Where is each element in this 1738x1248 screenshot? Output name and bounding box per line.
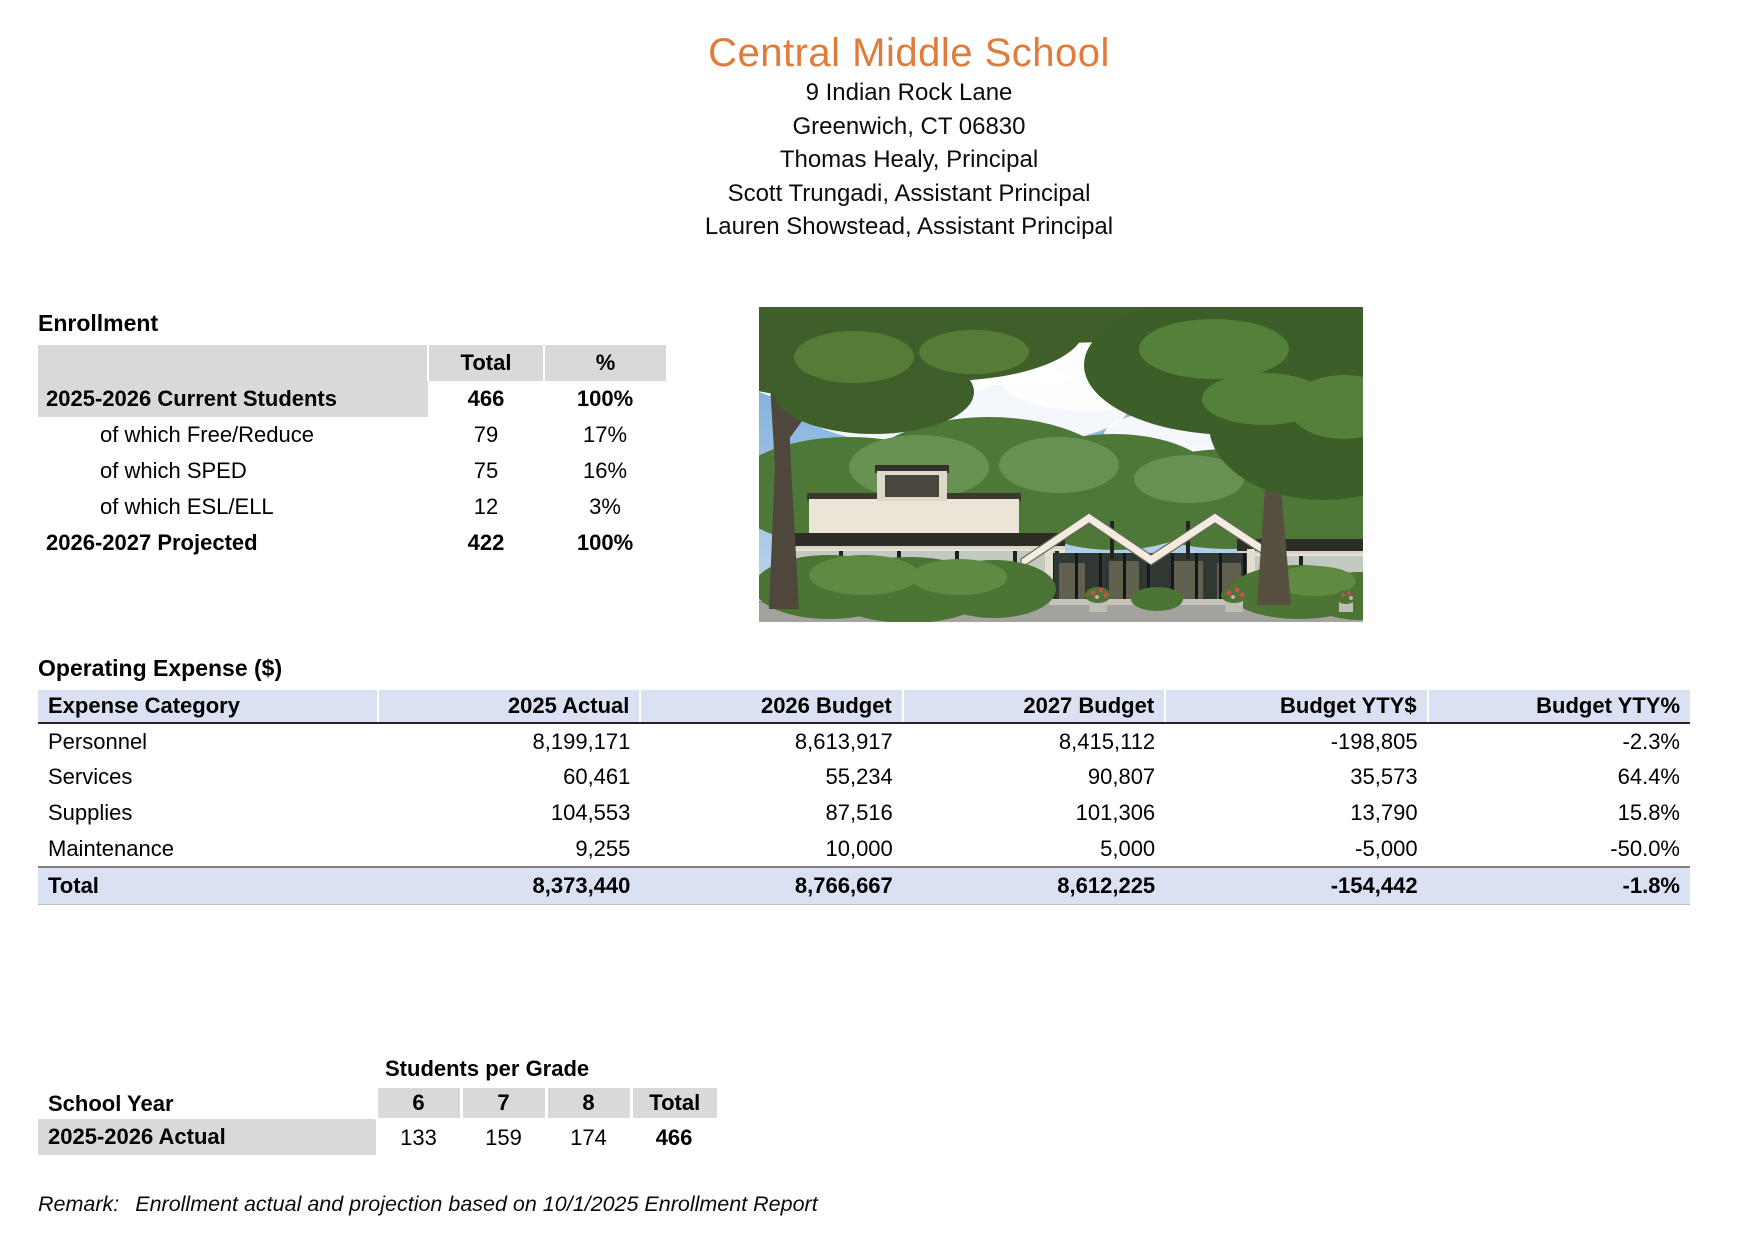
expense-total-label: Total [38,866,378,905]
expense-total-row: Total 8,373,440 8,766,667 8,612,225 -154… [38,866,1690,905]
expense-header-category: Expense Category [38,690,378,724]
enrollment-section-heading: Enrollment [38,310,159,336]
expense-category: Supplies [48,800,133,825]
students-header-grade-6: 6 [374,1088,461,1120]
enrollment-row-label: of which SPED [100,458,247,483]
expense-total-2025-actual: 8,373,440 [378,866,641,905]
enrollment-row-pct: 17% [582,422,628,447]
students-total-count: 466 [655,1124,693,1150]
expense-yty-dollar: 13,790 [1350,800,1418,825]
enrollment-table: Total % 2025-2026 Current Students 466 1… [38,345,666,561]
students-row-year: 2025-2026 Actual [38,1119,376,1155]
students-grade-6-count: 133 [400,1124,437,1150]
students-grade-8-count: 174 [570,1124,607,1150]
table-row: of which ESL/ELL 12 3% [38,489,666,525]
enrollment-row-pct: 100% [576,530,634,555]
page-title: Central Middle School [708,31,1110,75]
expense-header-yty-dollar: Budget YTY$ [1164,690,1428,724]
table-row: Maintenance 9,255 10,000 5,000 -5,000 -5… [38,831,1690,867]
address-line-street: 9 Indian Rock Lane [805,79,1013,106]
table-row: 2025-2026 Current Students 466 100% [38,381,666,417]
school-photo [759,307,1363,622]
enrollment-header-empty-cell [38,345,428,381]
expense-2027-budget: 101,306 [1075,800,1156,825]
operating-expense-table: Expense Category 2025 Actual 2026 Budget… [38,690,1690,905]
enrollment-row-label: of which ESL/ELL [100,494,274,519]
students-header-year: School Year [48,1090,174,1116]
staff-line-principal: Thomas Healy, Principal [779,146,1039,173]
staff-line-assistant-2: Lauren Showstead, Assistant Principal [704,213,1114,240]
expense-total-2027-budget: 8,612,225 [902,866,1166,905]
enrollment-row-total: 79 [473,422,499,447]
students-header-total: Total [629,1088,717,1120]
enrollment-row-total: 466 [467,386,505,411]
table-row: 2025-2026 Actual 133 159 174 466 [38,1119,717,1155]
enrollment-row-pct: 100% [576,386,634,411]
expense-category: Maintenance [48,835,174,861]
expense-category: Personnel [48,728,148,754]
expense-2026-budget: 87,516 [825,800,893,825]
expense-2027-budget: 8,415,112 [1058,728,1156,754]
enrollment-row-total: 12 [473,494,499,519]
table-row: Supplies 104,553 87,516 101,306 13,790 1… [38,795,1690,831]
students-header-row: School Year 6 7 8 Total [38,1088,717,1120]
expense-yty-dollar: -5,000 [1355,835,1418,861]
expense-total-yty-dollar: -154,442 [1165,866,1428,905]
expense-2026-budget: 10,000 [825,835,893,861]
staff-line-assistant-1: Scott Trungadi, Assistant Principal [727,179,1091,207]
header-block: Central Middle School 9 Indian Rock Lane… [80,30,1738,244]
address-line-city: Greenwich, CT 06830 [792,112,1026,140]
remark-note: Remark: Enrollment actual and projection … [38,1192,818,1217]
school-photo-illustration [759,307,1363,622]
enrollment-row-label: 2025-2026 Current Students [38,381,428,417]
enrollment-header-row: Total % [38,345,666,381]
expense-2027-budget: 90,807 [1087,764,1156,789]
expense-yty-pct: 64.4% [1617,764,1680,789]
students-per-grade-table: School Year 6 7 8 Total 2025-2026 Actual… [38,1088,717,1155]
students-grade-7-count: 159 [485,1124,522,1150]
table-row: Personnel 8,199,171 8,613,917 8,415,112 … [38,723,1690,759]
expense-header-yty-pct: Budget YTY% [1426,690,1690,724]
expense-header-row: Expense Category 2025 Actual 2026 Budget… [38,690,1690,724]
enrollment-row-label: of which Free/Reduce [100,422,314,447]
operating-expense-section-heading: Operating Expense ($) [38,655,283,681]
table-row: Services 60,461 55,234 90,807 35,573 64.… [38,759,1690,795]
expense-yty-pct: -50.0% [1610,835,1680,861]
remark-label: Remark: [38,1192,120,1216]
students-per-grade-title: Students per Grade [385,1056,590,1081]
expense-2025-actual: 8,199,171 [532,728,631,754]
enrollment-row-pct: 16% [582,458,628,483]
enrollment-header-pct: % [543,345,666,381]
expense-category: Services [48,764,133,789]
enrollment-row-total: 75 [473,458,499,483]
expense-2025-actual: 9,255 [575,835,631,861]
table-row: of which Free/Reduce 79 17% [38,417,666,453]
table-row: 2026-2027 Projected 422 100% [38,525,666,561]
expense-2027-budget: 5,000 [1100,835,1156,861]
enrollment-header-total: Total [427,345,544,381]
enrollment-row-pct: 3% [589,494,621,519]
students-header-grade-7: 7 [459,1088,546,1120]
expense-yty-dollar: -198,805 [1330,728,1418,754]
enrollment-row-label: 2026-2027 Projected [46,530,258,555]
expense-yty-dollar: 35,573 [1350,764,1418,789]
expense-2025-actual: 104,553 [550,800,631,825]
expense-2026-budget: 55,234 [825,764,893,789]
expense-header-2025-actual: 2025 Actual [376,690,641,724]
enrollment-row-total: 422 [467,530,505,555]
expense-header-2027-budget: 2027 Budget [901,690,1166,724]
expense-total-2026-budget: 8,766,667 [640,866,903,905]
expense-yty-pct: -2.3% [1622,728,1680,754]
remark-text: Enrollment actual and projection based o… [135,1192,818,1216]
expense-total-yty-pct: -1.8% [1427,866,1690,905]
expense-2026-budget: 8,613,917 [794,728,893,754]
expense-header-2026-budget: 2026 Budget [639,690,903,724]
expense-yty-pct: 15.8% [1617,800,1680,825]
students-header-grade-8: 8 [544,1088,631,1120]
expense-2025-actual: 60,461 [563,764,631,789]
table-row: of which SPED 75 16% [38,453,666,489]
